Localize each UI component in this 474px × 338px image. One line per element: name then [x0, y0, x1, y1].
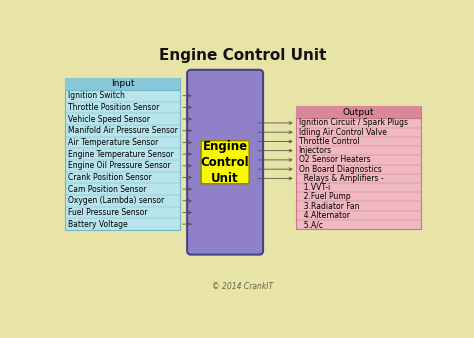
Text: Fuel Pressure Sensor: Fuel Pressure Sensor	[68, 208, 147, 217]
Text: 4.Alternator: 4.Alternator	[299, 211, 350, 220]
Text: Engine Control Unit: Engine Control Unit	[159, 48, 327, 64]
Text: Air Temperature Sensor: Air Temperature Sensor	[68, 138, 158, 147]
Text: Input: Input	[111, 79, 135, 88]
Text: © 2014 CrankIT: © 2014 CrankIT	[212, 283, 273, 291]
Bar	[65, 77, 180, 230]
Text: Throttle Control: Throttle Control	[299, 137, 359, 146]
Text: Battery Voltage: Battery Voltage	[68, 220, 128, 228]
Text: O2 Sensor Heaters: O2 Sensor Heaters	[299, 155, 370, 164]
Text: Cam Position Sensor: Cam Position Sensor	[68, 185, 146, 194]
Text: Vehicle Speed Sensor: Vehicle Speed Sensor	[68, 115, 150, 123]
Text: Engine
Control
Unit: Engine Control Unit	[201, 140, 249, 185]
Text: 5.A/c: 5.A/c	[299, 220, 323, 229]
Text: 3.Radiator Fan: 3.Radiator Fan	[299, 201, 359, 211]
Text: 2.Fuel Pump: 2.Fuel Pump	[299, 192, 350, 201]
Bar	[296, 106, 421, 118]
Text: Output: Output	[343, 108, 374, 117]
Bar	[296, 106, 421, 229]
Text: Ignition Switch: Ignition Switch	[68, 91, 125, 100]
Text: On Board Diagnostics: On Board Diagnostics	[299, 165, 382, 174]
Text: 1.VVT-i: 1.VVT-i	[299, 183, 330, 192]
Text: Engine Temperature Sensor: Engine Temperature Sensor	[68, 150, 173, 159]
Text: Idling Air Control Valve: Idling Air Control Valve	[299, 128, 387, 137]
Text: Engine Oil Pressure Sensor: Engine Oil Pressure Sensor	[68, 161, 171, 170]
Text: Relays & Amplifiers -: Relays & Amplifiers -	[299, 174, 383, 183]
Text: Throttle Position Sensor: Throttle Position Sensor	[68, 103, 159, 112]
Text: Ignition Circuit / Spark Plugs: Ignition Circuit / Spark Plugs	[299, 118, 408, 127]
FancyBboxPatch shape	[201, 141, 249, 184]
Text: Oxygen (Lambda) sensor: Oxygen (Lambda) sensor	[68, 196, 164, 205]
Text: Crank Position Sensor: Crank Position Sensor	[68, 173, 151, 182]
Text: Manifold Air Pressure Sensor: Manifold Air Pressure Sensor	[68, 126, 178, 135]
Bar	[65, 77, 180, 90]
FancyBboxPatch shape	[187, 70, 263, 255]
Text: Injectors: Injectors	[299, 146, 332, 155]
